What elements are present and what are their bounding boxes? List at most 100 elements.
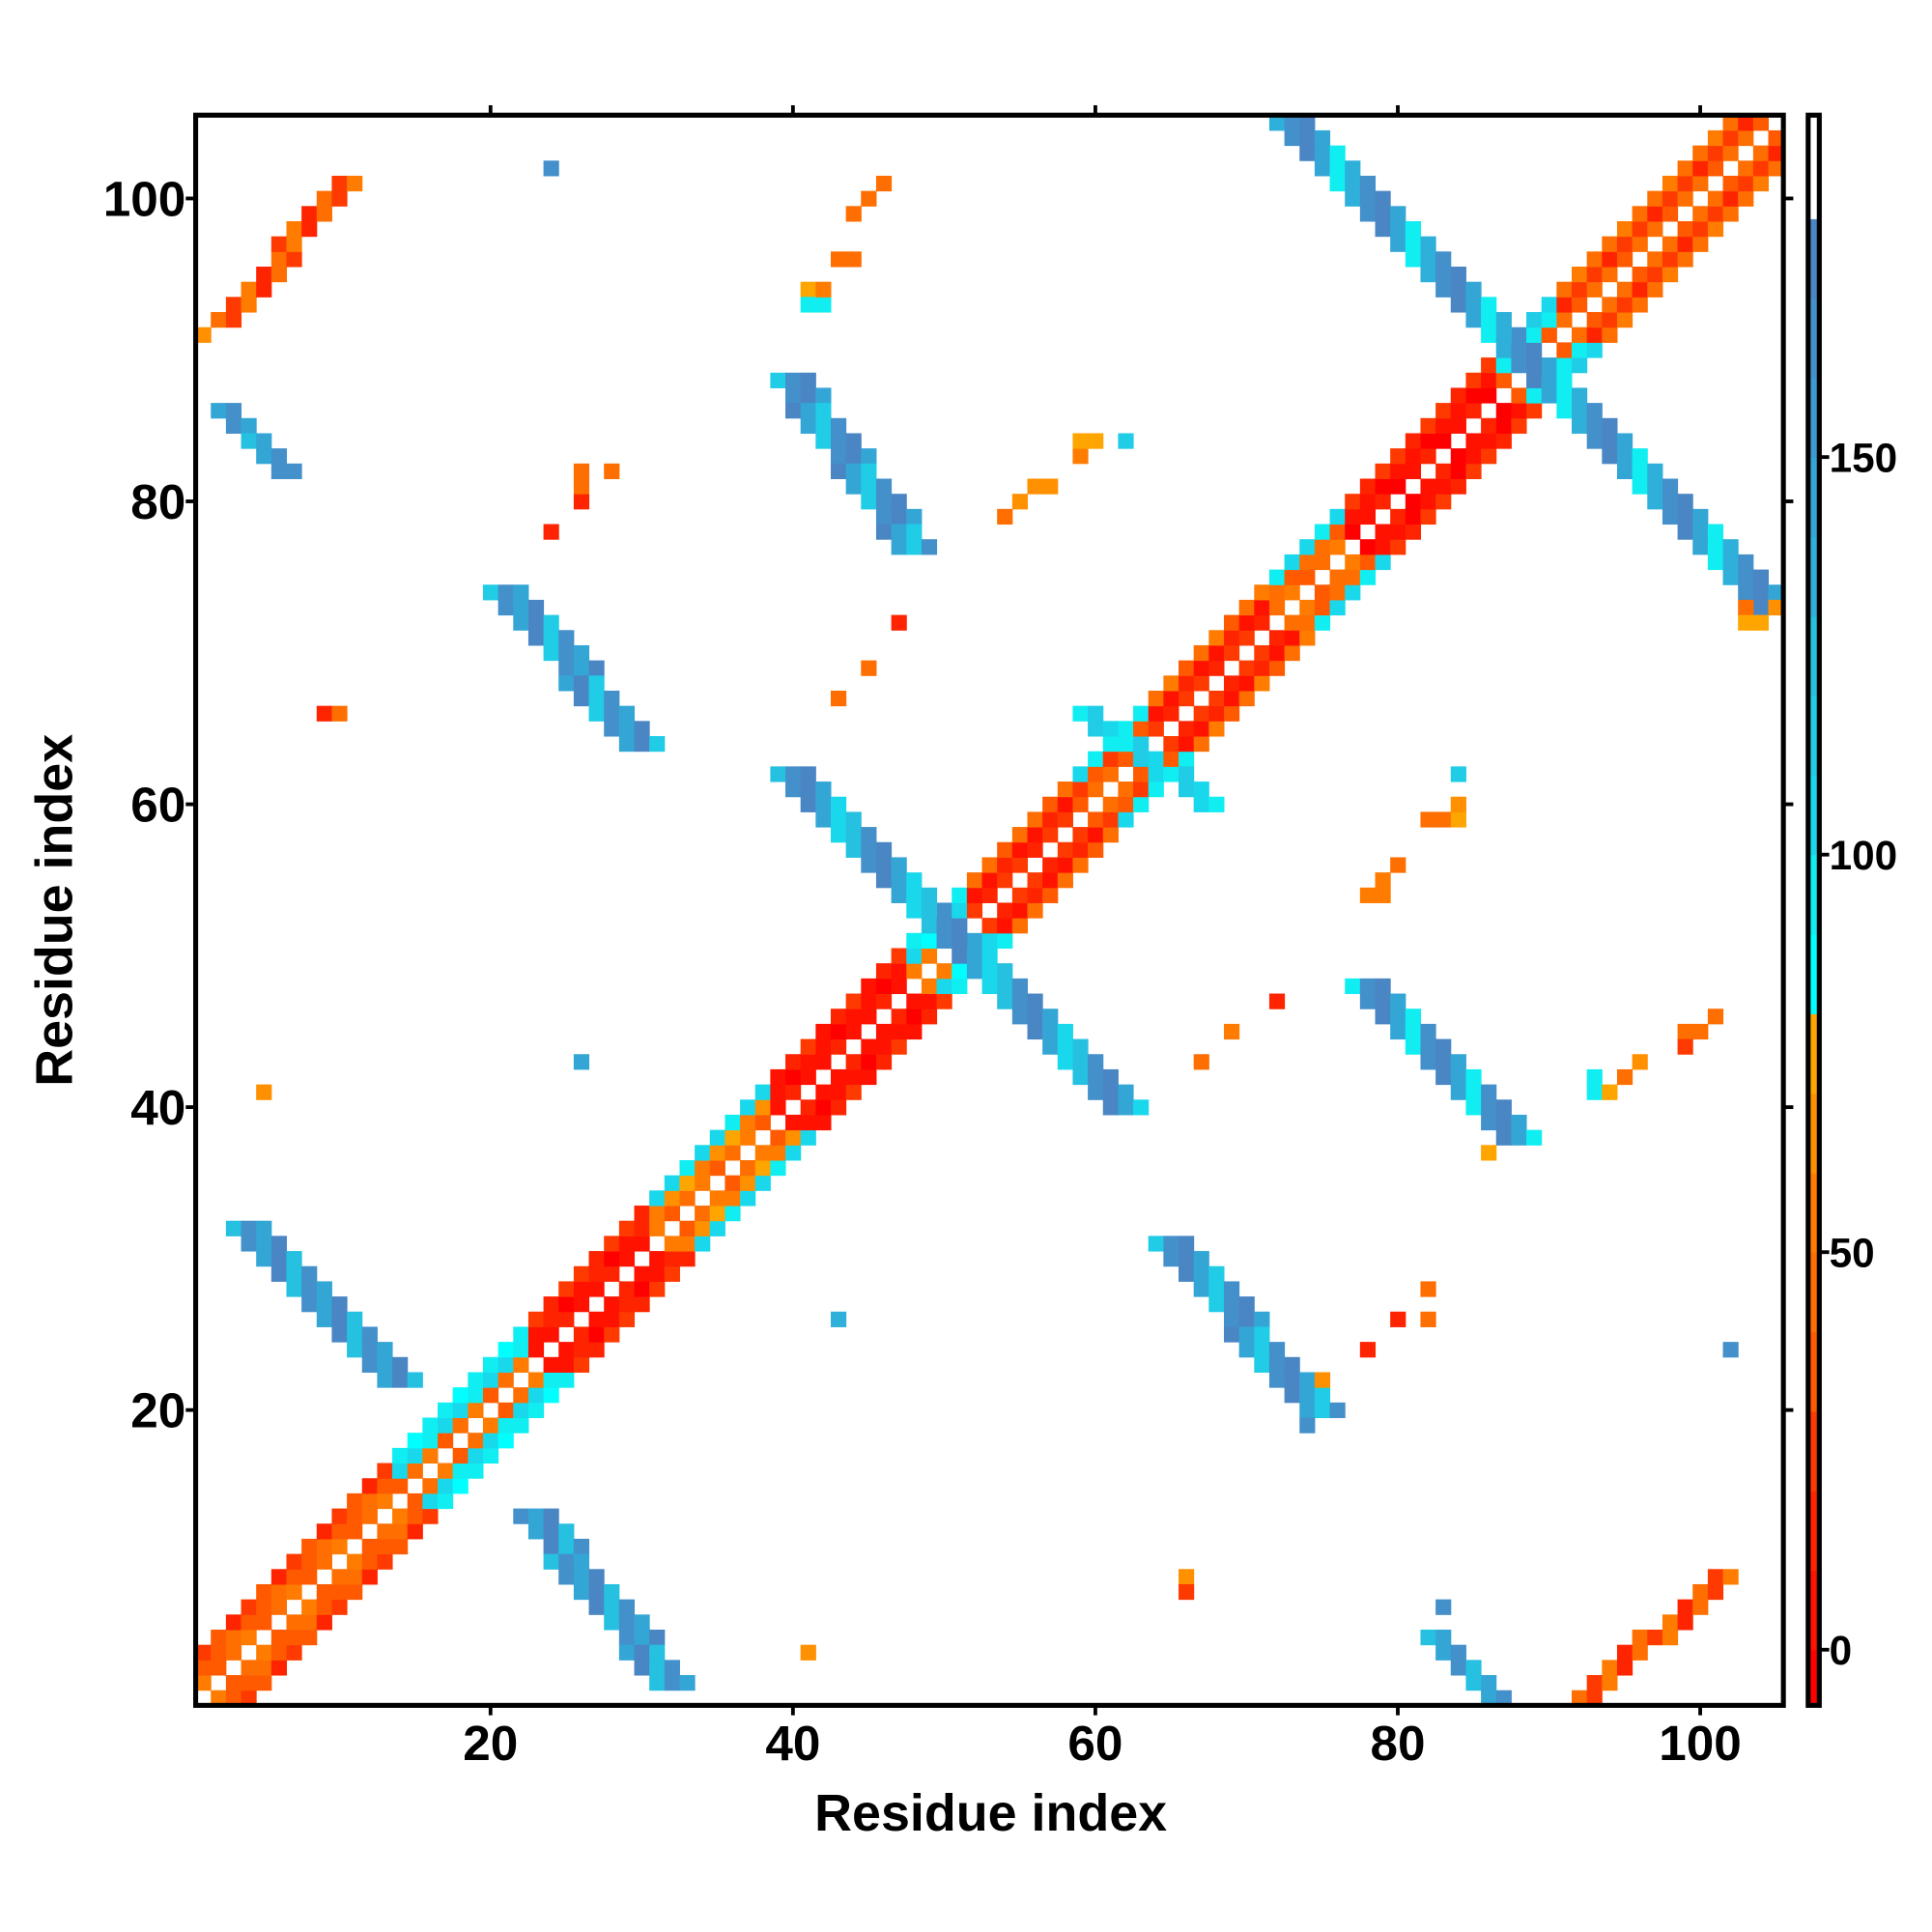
heatmap-cell: [1238, 1326, 1255, 1343]
heatmap-cell: [695, 1220, 711, 1236]
heatmap-cell: [875, 963, 893, 980]
heatmap-cell: [861, 478, 877, 495]
heatmap-cell: [1586, 1084, 1603, 1100]
heatmap-cell: [831, 1099, 847, 1116]
heatmap-cell: [1420, 433, 1436, 449]
heatmap-cell: [1602, 251, 1618, 268]
heatmap-cell: [1208, 796, 1225, 812]
heatmap-cell: [754, 1145, 771, 1161]
heatmap-cell: [891, 494, 907, 510]
heatmap-cell: [604, 1599, 620, 1615]
heatmap-cell: [1375, 872, 1391, 889]
heatmap-cell: [316, 1583, 332, 1601]
heatmap-cell: [709, 1145, 725, 1161]
heatmap-cell: [1223, 1281, 1240, 1297]
heatmap-cell: [1738, 554, 1754, 571]
heatmap-cell: [225, 1690, 242, 1706]
heatmap-cell: [1208, 1281, 1225, 1297]
heatmap-cell: [952, 918, 968, 934]
heatmap-cell: [1572, 267, 1588, 283]
heatmap-cell: [770, 1145, 786, 1161]
heatmap-cell: [618, 705, 636, 722]
heatmap-cell: [361, 1356, 378, 1373]
heatmap-cell: [906, 1023, 923, 1040]
heatmap-cell: [1405, 508, 1421, 526]
heatmap-cell: [1148, 705, 1164, 722]
heatmap-cell: [1495, 1099, 1512, 1116]
heatmap-cell: [1329, 599, 1346, 616]
heatmap-cell: [1495, 1690, 1512, 1706]
heatmap-cell: [1662, 508, 1679, 526]
heatmap-cell: [286, 1644, 302, 1661]
heatmap-cell: [891, 978, 907, 995]
heatmap-cell: [588, 1281, 605, 1297]
heatmap-cell: [1450, 297, 1466, 313]
x-tick-label: 60: [1067, 1716, 1122, 1771]
heatmap-cell: [831, 1311, 847, 1327]
heatmap-cell: [1133, 736, 1150, 753]
heatmap-cell: [1556, 387, 1573, 404]
heatmap-cell: [573, 1569, 590, 1585]
heatmap-cell: [1481, 1084, 1497, 1100]
heatmap-cell: [573, 690, 590, 707]
heatmap-cell: [1027, 872, 1043, 889]
heatmap-cell: [1616, 448, 1634, 465]
heatmap-cell: [392, 1478, 409, 1494]
heatmap-cell: [1390, 236, 1406, 252]
heatmap-cell: [785, 781, 802, 798]
heatmap-cell: [1420, 1054, 1436, 1070]
heatmap-cell: [573, 1296, 590, 1313]
heatmap-cell: [241, 1660, 257, 1676]
heatmap-cell: [861, 978, 877, 995]
colorbar-bin: [1807, 115, 1820, 219]
heatmap-cell: [452, 1447, 469, 1464]
heatmap-cell: [921, 932, 938, 950]
heatmap-cell: [1707, 220, 1724, 238]
heatmap-cell: [1465, 448, 1482, 465]
heatmap-cell: [664, 1251, 680, 1267]
colorbar-frame: [1805, 112, 1822, 1708]
heatmap-cell: [1193, 781, 1209, 798]
heatmap-cell: [1738, 175, 1754, 192]
heatmap-cell: [1541, 372, 1557, 388]
heatmap-cell: [1148, 751, 1164, 767]
heatmap-cell: [543, 1553, 559, 1570]
heatmap-cell: [1027, 902, 1043, 919]
heatmap-cell: [1375, 1009, 1391, 1025]
heatmap-cell: [1345, 569, 1361, 585]
heatmap-cell: [1450, 267, 1466, 283]
heatmap-cell: [1647, 494, 1663, 510]
heatmap-cell: [815, 1114, 832, 1131]
heatmap-cell: [1420, 267, 1436, 283]
heatmap-cell: [1193, 736, 1209, 753]
heatmap-cell: [1738, 584, 1754, 601]
heatmap-cell: [815, 1023, 832, 1040]
heatmap-cell: [634, 1296, 650, 1313]
heatmap-cell: [1435, 403, 1452, 419]
heatmap-cell: [392, 1356, 409, 1373]
heatmap-cell: [407, 1447, 423, 1464]
heatmap-cell: [543, 1372, 559, 1388]
heatmap-cell: [1616, 297, 1634, 313]
heatmap-cell: [981, 978, 998, 995]
heatmap-cell: [1359, 1342, 1377, 1358]
heatmap-cell: [1390, 463, 1406, 480]
heatmap-cell: [1602, 297, 1618, 313]
heatmap-cell: [1692, 508, 1709, 526]
heatmap-cell: [1616, 1068, 1634, 1086]
heatmap-cell: [1677, 175, 1693, 192]
heatmap-cell: [1602, 236, 1618, 252]
heatmap-cell: [634, 1220, 650, 1236]
y-tick-label: 60: [130, 778, 185, 833]
heatmap-cell: [1193, 705, 1209, 722]
heatmap-cell: [1450, 1644, 1466, 1661]
heatmap-cell: [815, 1038, 832, 1055]
heatmap-cell: [1405, 1023, 1421, 1040]
heatmap-cell: [1677, 220, 1693, 238]
heatmap-cell: [649, 1281, 666, 1297]
heatmap-cell: [1284, 1356, 1300, 1373]
heatmap-cell: [1042, 1023, 1059, 1040]
heatmap-cell: [997, 978, 1013, 995]
heatmap-cell: [513, 1508, 529, 1524]
